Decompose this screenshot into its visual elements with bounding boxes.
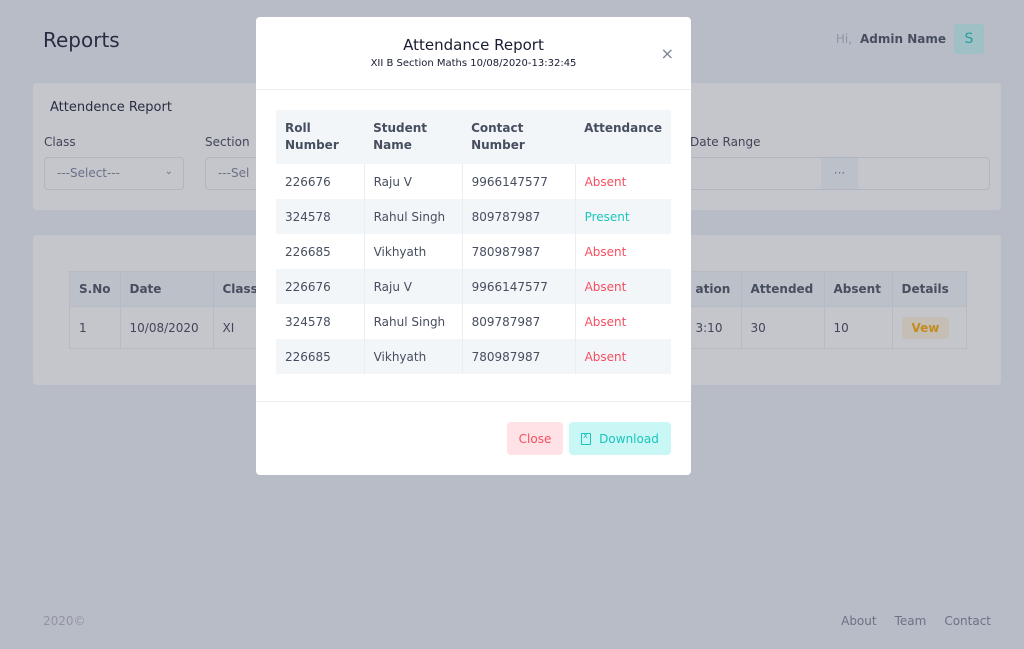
- modal-subtitle: XII B Section Maths 10/08/2020-13:32:45: [370, 58, 577, 69]
- section-select[interactable]: ---Sel: [205, 157, 265, 190]
- footer-link-team[interactable]: Team: [894, 614, 927, 628]
- user-name: Admin Name: [860, 32, 946, 46]
- attendance-status: Present: [575, 199, 671, 234]
- section-label: Section: [205, 135, 250, 149]
- student-name: Vikhyath: [364, 234, 463, 269]
- contact-number: 780987987: [462, 339, 576, 374]
- attendance-status: Absent: [584, 314, 627, 329]
- date-range-label: Date Range: [690, 135, 761, 149]
- roll-number: 226685: [276, 234, 365, 269]
- summary-header-absent: Absent: [823, 271, 893, 307]
- summary-cell-details: Vew: [891, 306, 967, 349]
- user-menu[interactable]: Hi, Admin Name S: [836, 24, 984, 54]
- modal-body: Roll Number Student Name Contact Number …: [256, 90, 691, 402]
- class-select-value: ---Select---: [57, 166, 120, 180]
- header-student-name: Student Name: [364, 110, 463, 164]
- modal-footer: Close Download: [256, 402, 691, 475]
- student-name: Rahul Singh: [364, 304, 463, 339]
- summary-header-sno: S.No: [69, 271, 121, 307]
- excel-file-icon: [581, 431, 592, 445]
- attendance-status: Absent: [584, 244, 627, 259]
- attendance-report-modal: Attendance Report XII B Section Maths 10…: [256, 17, 691, 475]
- page-title: Reports: [43, 28, 120, 52]
- student-name: Vikhyath: [364, 339, 463, 374]
- roll-number: 226685: [276, 339, 365, 374]
- contact-number: 9966147577: [462, 164, 576, 199]
- filter-card-title: Attendence Report: [50, 100, 172, 115]
- table-row: 226676 Raju V 9966147577 Absent: [276, 269, 671, 304]
- roll-number: 226676: [276, 269, 365, 304]
- class-select[interactable]: ---Select--- ⌄: [44, 157, 184, 190]
- download-button[interactable]: Download: [569, 422, 671, 455]
- footer-nav: About Team Contact: [841, 614, 991, 628]
- class-label: Class: [44, 135, 76, 149]
- footer-link-contact[interactable]: Contact: [944, 614, 991, 628]
- footer-link-about[interactable]: About: [841, 614, 877, 628]
- close-button[interactable]: Close: [507, 422, 563, 455]
- table-row: 324578 Rahul Singh 809787987 Present: [276, 199, 671, 234]
- table-row: 226685 Vikhyath 780987987 Absent: [276, 339, 671, 374]
- summary-header-attended: Attended: [740, 271, 825, 307]
- header-roll-number: Roll Number: [276, 110, 365, 164]
- header-contact-number: Contact Number: [462, 110, 576, 164]
- attendance-table: Roll Number Student Name Contact Number …: [276, 110, 671, 374]
- avatar[interactable]: S: [954, 24, 984, 54]
- student-name: Raju V: [364, 164, 463, 199]
- table-row: 324578 Rahul Singh 809787987 Absent: [276, 304, 671, 339]
- attendance-status: Absent: [575, 339, 671, 374]
- summary-header-date: Date: [119, 271, 214, 307]
- attendance-status: Absent: [575, 269, 671, 304]
- view-button[interactable]: Vew: [901, 316, 950, 339]
- greeting: Hi,: [835, 32, 852, 46]
- chevron-down-icon: ⌄: [164, 166, 173, 177]
- date-range-button[interactable]: ···: [821, 158, 858, 189]
- student-name: Raju V: [364, 269, 463, 304]
- summary-cell-absent: 10: [823, 306, 893, 349]
- table-row: 226676 Raju V 9966147577 Absent: [276, 164, 671, 199]
- download-button-label: Download: [599, 431, 659, 446]
- contact-number: 9966147577: [462, 269, 576, 304]
- roll-number: 324578: [276, 304, 365, 339]
- contact-number: 809787987: [462, 199, 576, 234]
- modal-title: Attendance Report: [403, 36, 544, 54]
- summary-cell-attended: 30: [740, 306, 825, 349]
- summary-header-details: Details: [891, 271, 967, 307]
- close-icon[interactable]: ×: [660, 44, 674, 63]
- header-attendance: Attendance: [575, 110, 671, 164]
- summary-cell-date: 10/08/2020: [119, 306, 214, 349]
- copyright: 2020©: [43, 614, 86, 628]
- student-name: Rahul Singh: [364, 199, 463, 234]
- roll-number: 324578: [276, 199, 365, 234]
- roll-number: 226676: [276, 164, 365, 199]
- modal-header: Attendance Report XII B Section Maths 10…: [256, 17, 691, 90]
- date-range-input[interactable]: ···: [688, 157, 990, 190]
- summary-cell-duration: 3:10: [685, 306, 742, 349]
- table-row: 226685 Vikhyath 780987987 Absent: [276, 234, 671, 269]
- contact-number: 809787987: [462, 304, 576, 339]
- attendance-status: Absent: [584, 174, 627, 189]
- contact-number: 780987987: [462, 234, 576, 269]
- section-select-value: ---Sel: [218, 166, 250, 180]
